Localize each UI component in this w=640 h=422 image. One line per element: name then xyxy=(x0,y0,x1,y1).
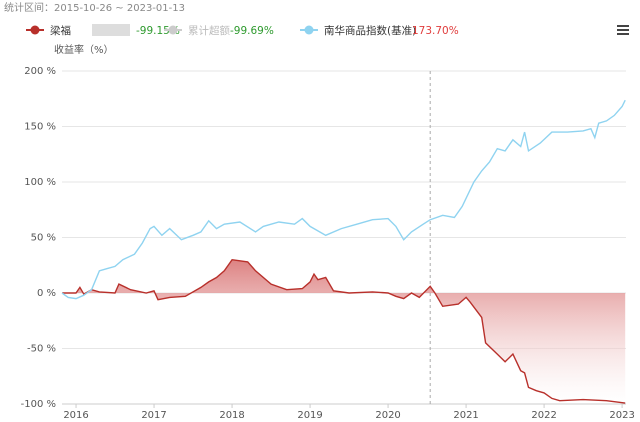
x-tick-label: 2020 xyxy=(375,410,400,421)
x-tick-label: 2018 xyxy=(219,410,244,421)
legend-marker xyxy=(30,25,40,35)
y-tick-label: 0 % xyxy=(37,288,56,299)
legend-value: 173.70% xyxy=(412,25,459,37)
blurred-name xyxy=(92,24,130,36)
x-tick-label: 2016 xyxy=(63,410,88,421)
y-tick-label: 200 % xyxy=(24,66,56,77)
line xyxy=(62,258,626,404)
line xyxy=(61,99,626,300)
y-tick-label: 100 % xyxy=(24,177,56,188)
legend-label: 梁福 xyxy=(50,24,71,37)
y-tick-label: -50 % xyxy=(27,344,56,355)
x-tick-label: 2021 xyxy=(453,410,478,421)
menu-icon[interactable] xyxy=(617,25,629,35)
x-tick-label: 2017 xyxy=(141,410,166,421)
legend-label: 南华商品指数(基准) xyxy=(324,24,416,37)
legend-label: 累计超额 xyxy=(188,24,230,37)
legend-value: -99.15% xyxy=(136,25,180,37)
y-tick-label: -100 % xyxy=(21,399,56,410)
legend-marker xyxy=(168,25,178,35)
x-tick-label: 2019 xyxy=(297,410,322,421)
legend-value: -99.69% xyxy=(230,25,274,37)
area xyxy=(62,259,626,404)
y-tick-label: 50 % xyxy=(31,233,56,244)
x-tick-label: 2022 xyxy=(531,410,556,421)
legend-marker xyxy=(304,25,314,35)
y-tick-label: 150 % xyxy=(24,122,56,133)
x-tick-label: 2023 xyxy=(609,410,634,421)
y-axis-label: 收益率（%） xyxy=(54,43,114,56)
period-label: 统计区间：2015-10-26 ~ 2023-01-13 xyxy=(4,1,185,14)
